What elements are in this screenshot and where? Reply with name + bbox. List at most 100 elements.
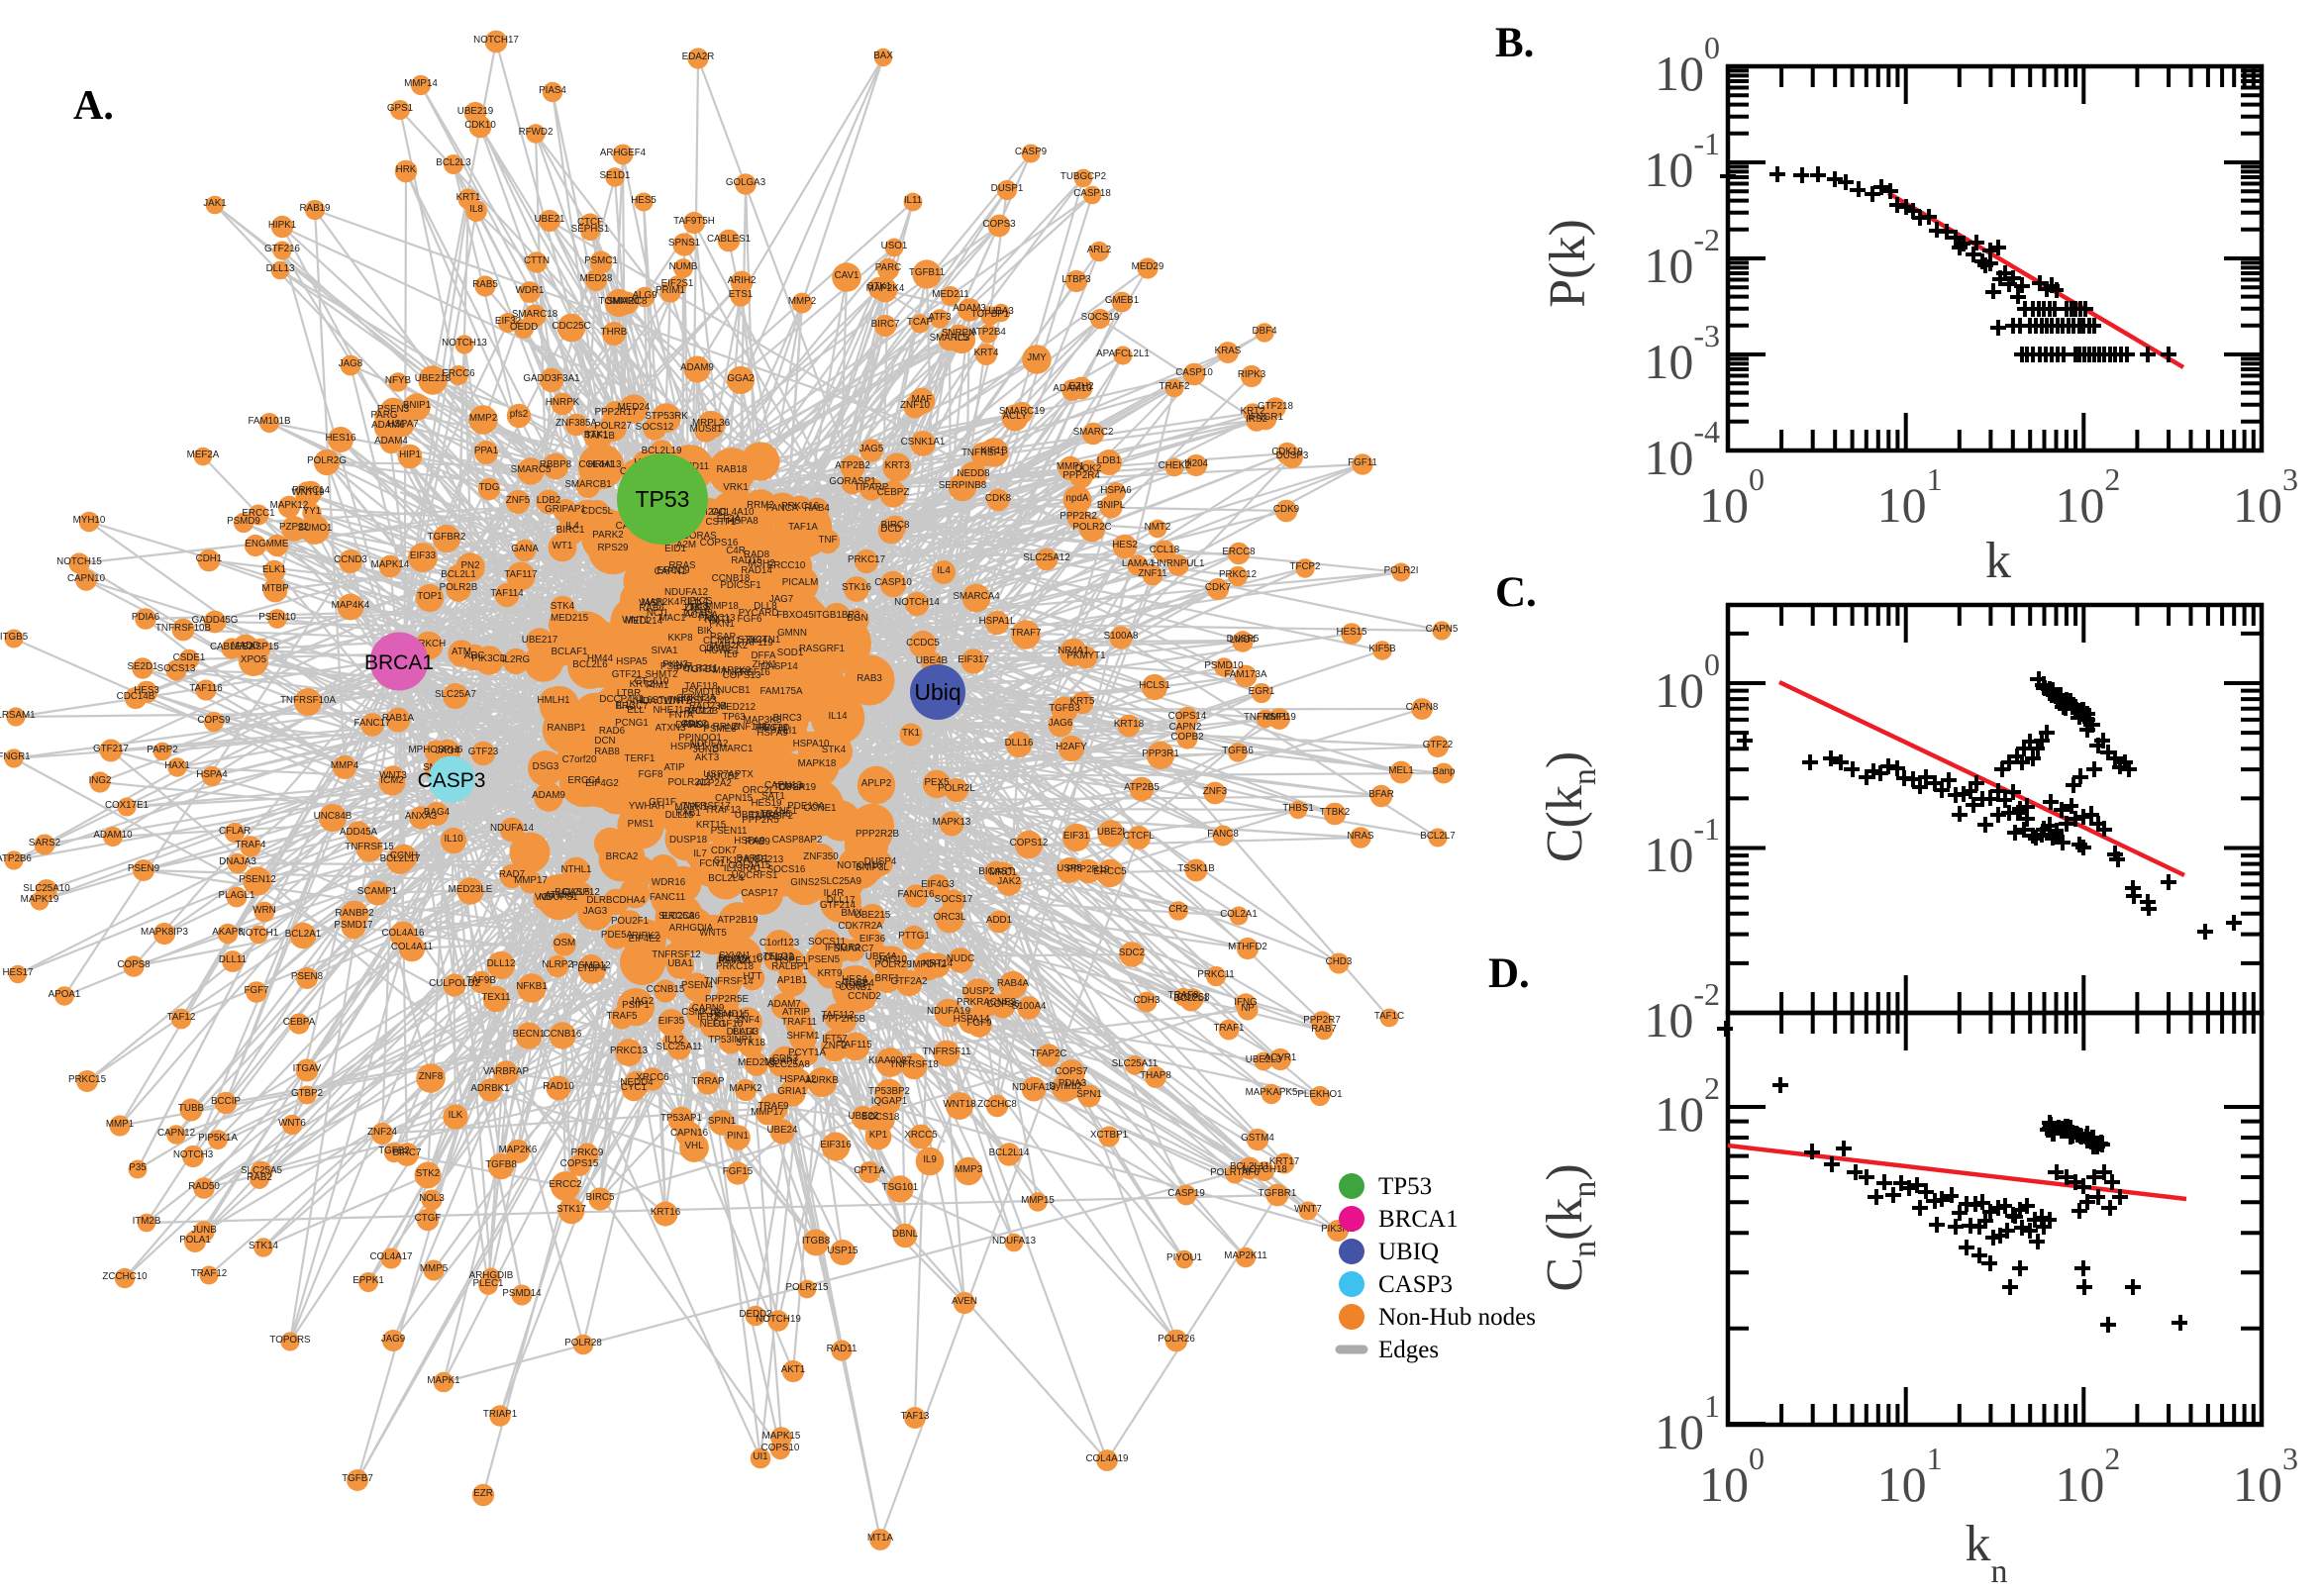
svg-text:RAB4A: RAB4A	[997, 978, 1030, 989]
svg-text:DLL10: DLL10	[719, 953, 748, 964]
svg-text:THBS1: THBS1	[1282, 803, 1314, 814]
svg-text:MAP4K4: MAP4K4	[332, 600, 370, 611]
svg-text:ZNF8: ZNF8	[419, 1071, 444, 1082]
svg-text:TRAF11: TRAF11	[781, 1017, 817, 1028]
svg-text:D.: D.	[1488, 950, 1530, 997]
svg-text:JMY: JMY	[1027, 352, 1047, 363]
svg-text:ATF3: ATF3	[928, 312, 952, 323]
svg-text:NUDC: NUDC	[947, 953, 974, 964]
svg-text:POLR2B: POLR2B	[440, 582, 478, 593]
svg-text:CCND2: CCND2	[848, 991, 881, 1002]
svg-text:CHEK2: CHEK2	[1159, 460, 1191, 471]
svg-text:SMARCA4: SMARCA4	[953, 591, 1000, 602]
svg-text:WDR1: WDR1	[516, 285, 545, 296]
svg-text:BICAST: BICAST	[978, 866, 1013, 877]
svg-text:RIPK2: RIPK2	[632, 931, 659, 942]
svg-text:BCL2L1: BCL2L1	[441, 569, 475, 580]
svg-text:NOTCH17: NOTCH17	[473, 35, 519, 46]
svg-text:KKP8: KKP8	[667, 633, 693, 644]
svg-text:IL9: IL9	[923, 1154, 937, 1165]
svg-text:MAP2K4: MAP2K4	[642, 597, 680, 608]
svg-text:TP53INP1: TP53INP1	[708, 1035, 753, 1046]
svg-text:HM44: HM44	[587, 653, 614, 664]
svg-text:HSPA5: HSPA5	[616, 656, 648, 667]
svg-text:EDA2R: EDA2R	[682, 51, 715, 62]
svg-text:TAF1A: TAF1A	[788, 522, 818, 533]
svg-text:OSM: OSM	[554, 938, 575, 948]
svg-text:CCNB11: CCNB11	[703, 636, 741, 647]
svg-text:STK16: STK16	[842, 582, 872, 593]
svg-text:HES19: HES19	[751, 798, 781, 809]
svg-text:FBXO45: FBXO45	[776, 610, 814, 621]
svg-text:TNFRSF10A: TNFRSF10A	[280, 695, 337, 706]
svg-text:JAG5: JAG5	[859, 444, 884, 454]
svg-text:Non-Hub nodes: Non-Hub nodes	[1378, 1304, 1536, 1331]
svg-text:POLR2I: POLR2I	[1384, 565, 1419, 576]
svg-text:THAP8: THAP8	[1140, 1070, 1171, 1081]
svg-text:WRN: WRN	[252, 905, 275, 916]
svg-text:pfs2: pfs2	[510, 409, 529, 420]
svg-text:PSEN8: PSEN8	[291, 971, 324, 982]
svg-text:GTF23: GTF23	[468, 747, 499, 757]
svg-text:TNF: TNF	[818, 535, 837, 546]
svg-text:PDICSF1: PDICSF1	[720, 580, 760, 591]
svg-text:KIF5B: KIF5B	[1368, 644, 1396, 654]
svg-text:COL4A11: COL4A11	[391, 942, 433, 952]
svg-text:MAPK14: MAPK14	[371, 559, 410, 570]
svg-text:DLRBCDHA4: DLRBCDHA4	[586, 895, 646, 906]
svg-text:PSMD12: PSMD12	[571, 960, 610, 971]
svg-text:VHL: VHL	[684, 1141, 704, 1151]
svg-text:PSEN10: PSEN10	[258, 612, 296, 623]
svg-text:DUSP19: DUSP19	[778, 782, 816, 793]
svg-text:ITGAV: ITGAV	[293, 1063, 322, 1074]
svg-text:H2AFY: H2AFY	[1056, 742, 1087, 752]
svg-text:NUCB1: NUCB1	[717, 685, 750, 696]
svg-text:DEDD2: DEDD2	[739, 1309, 771, 1320]
svg-text:SARS2: SARS2	[29, 838, 60, 848]
svg-text:RFWD2: RFWD2	[519, 127, 554, 138]
svg-text:CCNB15: CCNB15	[647, 984, 685, 995]
svg-text:PPP2R2B: PPP2R2B	[856, 829, 900, 840]
svg-text:MAP2K11: MAP2K11	[1224, 1250, 1266, 1261]
svg-text:IL10: IL10	[444, 834, 463, 845]
svg-text:JUNB: JUNB	[191, 1225, 217, 1236]
svg-text:ADAM7: ADAM7	[767, 999, 801, 1010]
svg-text:RAD50: RAD50	[188, 1181, 220, 1192]
svg-text:THRB: THRB	[601, 327, 628, 338]
svg-text:HES15: HES15	[1336, 627, 1367, 638]
svg-text:COPS8: COPS8	[117, 959, 151, 970]
svg-text:npdA: npdA	[1066, 493, 1089, 504]
svg-text:STK2: STK2	[416, 1168, 441, 1179]
svg-text:COPS16: COPS16	[700, 538, 739, 549]
svg-text:RAB8: RAB8	[594, 747, 620, 757]
svg-text:Edges: Edges	[1378, 1337, 1439, 1363]
svg-text:CASP3: CASP3	[418, 769, 486, 792]
svg-text:PARP2: PARP2	[147, 745, 177, 755]
svg-text:IL7: IL7	[693, 848, 707, 859]
svg-text:PSMD10: PSMD10	[1204, 660, 1244, 671]
svg-text:APOA1: APOA1	[49, 989, 81, 1000]
svg-text:ATP2B4: ATP2B4	[970, 327, 1006, 338]
svg-text:KRT15: KRT15	[696, 820, 727, 831]
svg-text:PKN2: PKN2	[662, 659, 688, 670]
svg-text:MMP19: MMP19	[1262, 712, 1296, 723]
svg-text:ADD45A: ADD45A	[340, 827, 378, 838]
svg-text:RANBP1: RANBP1	[547, 723, 585, 734]
svg-text:ERCC4: ERCC4	[567, 775, 601, 786]
svg-text:LAMA4: LAMA4	[1122, 558, 1155, 569]
svg-text:SE2D1: SE2D1	[127, 661, 157, 672]
svg-text:EZR: EZR	[473, 1488, 493, 1499]
svg-text:COPS15: COPS15	[560, 1158, 599, 1169]
svg-text:KRAS: KRAS	[1215, 346, 1242, 356]
svg-text:GTBP2: GTBP2	[291, 1088, 323, 1099]
svg-text:KRT3: KRT3	[885, 460, 910, 471]
svg-text:HSPA10: HSPA10	[793, 739, 830, 749]
svg-text:PSEN12: PSEN12	[239, 874, 276, 885]
svg-text:HRK: HRK	[396, 164, 417, 175]
svg-text:PIAS4: PIAS4	[539, 85, 566, 96]
svg-text:IL6: IL6	[724, 649, 738, 660]
svg-text:CASP18: CASP18	[1073, 188, 1111, 199]
svg-text:MMP2: MMP2	[788, 296, 816, 307]
svg-text:ARL2: ARL2	[1087, 245, 1112, 255]
svg-text:KP1: KP1	[869, 1130, 888, 1141]
